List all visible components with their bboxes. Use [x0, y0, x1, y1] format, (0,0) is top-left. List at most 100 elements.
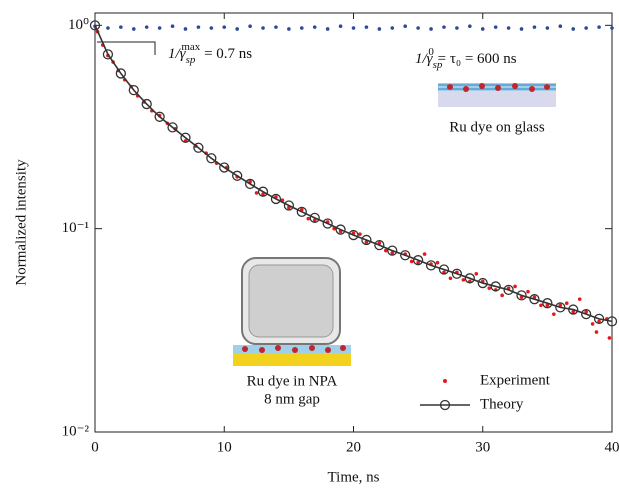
data-point [338, 24, 343, 29]
theory-marker [568, 304, 579, 315]
data-point [274, 25, 278, 29]
y-tick-label: 10⁻¹ [62, 220, 89, 236]
data-point [545, 303, 550, 308]
legend-marker [443, 379, 447, 383]
theory-marker [335, 224, 346, 235]
theory-marker [451, 268, 463, 279]
y-axis-label: Normalized intensity [13, 159, 29, 286]
data-point [390, 251, 395, 255]
data-point [106, 26, 110, 30]
x-axis-label: Time, ns [328, 469, 380, 485]
legend-label: Theory [480, 396, 524, 412]
annotation: 1/γspmax = 0.7 ns [168, 41, 252, 66]
data-point [254, 191, 259, 195]
data-point [584, 310, 588, 314]
theory-marker [425, 260, 437, 271]
insets [97, 41, 556, 366]
theory-marker [581, 308, 592, 320]
x-tick-label: 0 [91, 439, 99, 455]
theory-marker [167, 122, 178, 133]
annotation-sup: 0 [428, 46, 434, 58]
annotation-part: = 0.7 ns [200, 46, 252, 62]
data-point [545, 26, 550, 30]
data-point [480, 27, 485, 31]
theory-marker [232, 170, 243, 181]
data-point [493, 25, 498, 29]
data-point [474, 271, 479, 276]
data-point [196, 25, 201, 29]
theory-marker [529, 294, 540, 305]
data-point [610, 26, 614, 30]
theory-marker [503, 284, 514, 296]
data-point [513, 284, 517, 289]
theory-marker [309, 212, 320, 224]
data-point [131, 27, 136, 31]
x-tick-label: 20 [346, 439, 361, 455]
data-point [558, 303, 563, 308]
data-point [442, 270, 446, 275]
data-point [500, 293, 504, 298]
data-point [364, 25, 369, 29]
theory-marker [206, 153, 217, 164]
theory-marker [89, 20, 101, 31]
data-point [119, 25, 123, 29]
data-point [390, 26, 395, 30]
data-point [448, 276, 453, 281]
data-point [487, 286, 492, 290]
annotation-part: = τ₀ = 600 ns [434, 51, 517, 67]
dye-layer [233, 345, 351, 353]
dye-molecules [242, 345, 346, 353]
annotation: 1/γsp0 = τ₀ = 600 ns [415, 46, 517, 71]
annotation: Ru dye in NPA [247, 373, 338, 389]
data-point [429, 27, 433, 31]
theory-marker [606, 316, 618, 327]
annotation-part: 1/γ [415, 51, 434, 67]
theory-marker [555, 302, 566, 313]
data-point [358, 232, 362, 236]
data-point [597, 25, 601, 29]
data-point [506, 26, 511, 30]
x-tick-label: 30 [475, 439, 490, 455]
theory-marker [412, 255, 424, 266]
annotation-sup: max [181, 41, 200, 53]
data-point [468, 24, 472, 29]
theory-marker [542, 298, 553, 309]
x-tick-label: 40 [605, 439, 619, 455]
theory-marker [296, 206, 307, 217]
data-point [144, 25, 149, 29]
y-tick-label: 10⁰ [68, 17, 89, 33]
theory-marker [257, 186, 269, 197]
data-point [157, 26, 162, 30]
series [93, 24, 614, 31]
data-point [306, 216, 311, 221]
theory-marker [490, 281, 501, 292]
theory-marker [516, 290, 527, 301]
data-point [248, 24, 252, 29]
data-point [461, 278, 466, 282]
series [89, 20, 618, 327]
theory-marker [219, 162, 230, 173]
theory-marker [387, 245, 398, 256]
x-tick-label: 10 [217, 439, 232, 455]
theory-marker [361, 234, 372, 246]
data-point [384, 248, 388, 253]
data-point [409, 259, 414, 264]
theory-marker [322, 218, 333, 229]
data-point [577, 297, 582, 301]
annotation-part: 1/γ [168, 46, 187, 62]
theory-marker [193, 142, 204, 153]
data-point [325, 27, 330, 31]
data-point [455, 26, 459, 30]
annotation-sub: sp [433, 59, 443, 71]
data-point [351, 26, 356, 30]
theory-marker [374, 239, 385, 251]
theory-marker [283, 200, 295, 211]
dye-molecules [447, 83, 550, 92]
legend-marker [439, 399, 451, 411]
data-point [170, 24, 175, 29]
data-point [526, 289, 530, 294]
data-point [532, 25, 537, 29]
nanocube-inner [248, 264, 334, 338]
